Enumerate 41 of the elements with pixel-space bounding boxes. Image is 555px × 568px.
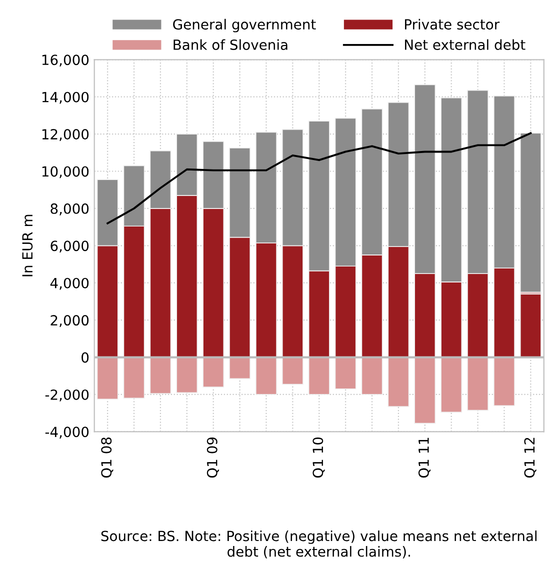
y-tick-label: 4,000 [50, 278, 89, 290]
legend-label: Private sector [405, 18, 500, 30]
y-tick-label: 8,000 [50, 203, 89, 216]
bar [520, 294, 542, 358]
y-tick-label: 16,000 [42, 54, 89, 67]
y-tick-label: 14,000 [42, 92, 89, 104]
bar [361, 356, 383, 395]
bar [123, 356, 145, 399]
bar [256, 356, 277, 395]
x-tick-label: Q1 11 [418, 438, 431, 478]
legend-label: Net external debt [405, 39, 526, 50]
bar [334, 356, 356, 390]
bar [202, 356, 224, 388]
y-tick-label: 0 [82, 352, 89, 363]
y-tick-label: 12,000 [42, 129, 89, 141]
y-axis-title: In EUR m [22, 214, 33, 276]
x-tick-label: Q1 08 [101, 437, 114, 478]
x-tick-label: Q1 12 [524, 438, 536, 478]
y-tick-label: 6,000 [50, 240, 89, 253]
y-tick-label: 10,000 [42, 166, 89, 178]
y-tick-label: -4,000 [45, 426, 89, 439]
bar [388, 356, 410, 407]
bar [494, 356, 515, 406]
bar [282, 356, 304, 385]
bar [176, 356, 198, 394]
bar [467, 356, 489, 411]
bar [96, 356, 118, 400]
bar [520, 132, 542, 293]
bar [229, 356, 251, 380]
x-tick-label: Q1 09 [206, 438, 219, 478]
bar [414, 356, 436, 424]
bar [440, 356, 462, 413]
bar [150, 356, 172, 394]
y-tick-label: -2,000 [45, 389, 89, 402]
y-tick-label: 2,000 [50, 315, 89, 327]
legend-label: Bank of Slovenia [174, 39, 288, 50]
line-series [106, 132, 532, 224]
source-note: Source: BS. Note: Positive (negative) value means net external debt (net external claims). [101, 530, 537, 558]
x-tick-label: Q1 10 [312, 437, 325, 478]
bar [308, 356, 330, 395]
legend-label: General government [173, 18, 316, 32]
